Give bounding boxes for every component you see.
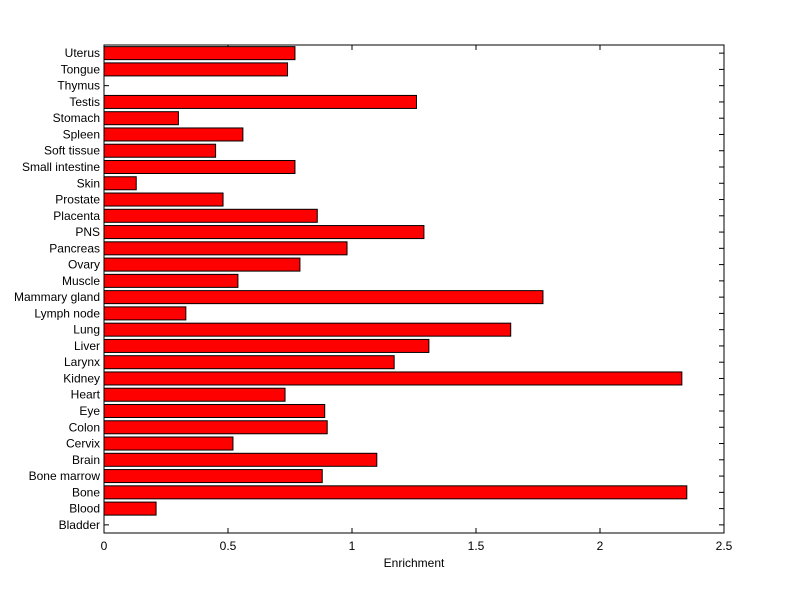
x-tick-label: 1.5 bbox=[468, 539, 485, 553]
y-tick-label: Ovary bbox=[68, 258, 100, 272]
y-tick-label: Heart bbox=[71, 388, 101, 402]
x-tick-label: 1 bbox=[349, 539, 356, 553]
bar bbox=[103, 371, 683, 386]
x-tick-label: 0.5 bbox=[220, 539, 237, 553]
y-tick-label: Soft tissue bbox=[44, 144, 100, 158]
bar bbox=[103, 403, 326, 419]
x-tick-label: 2 bbox=[597, 539, 604, 553]
bar bbox=[103, 436, 234, 451]
plot-frame bbox=[103, 44, 725, 534]
bar bbox=[103, 127, 244, 142]
y-tick-label: Bladder bbox=[59, 518, 100, 532]
bar bbox=[103, 208, 318, 223]
x-tick-label: 0 bbox=[101, 539, 108, 553]
y-tick-label: Eye bbox=[79, 404, 100, 418]
y-tick-label: Prostate bbox=[55, 193, 100, 207]
y-tick-label: Mammary gland bbox=[14, 290, 100, 304]
y-tick-label: Bone bbox=[72, 485, 100, 499]
bar bbox=[103, 485, 688, 500]
y-tick-label: Liver bbox=[74, 339, 100, 353]
bar bbox=[103, 452, 378, 467]
bar bbox=[103, 322, 512, 337]
y-tick-label: Kidney bbox=[63, 371, 100, 385]
y-tick-label: Placenta bbox=[53, 209, 100, 223]
bar bbox=[103, 501, 157, 516]
y-tick-label: Stomach bbox=[53, 111, 100, 125]
y-tick-label: Brain bbox=[72, 453, 100, 467]
bar bbox=[103, 46, 296, 61]
y-tick-label: Blood bbox=[69, 502, 100, 516]
y-tick-label: Muscle bbox=[62, 274, 100, 288]
x-axis-label: Enrichment bbox=[384, 556, 445, 570]
y-tick-label: Cervix bbox=[66, 437, 100, 451]
bar bbox=[103, 62, 289, 77]
y-tick-label: PNS bbox=[75, 225, 100, 239]
y-tick-label: Colon bbox=[69, 420, 100, 434]
y-tick-label: Uterus bbox=[65, 46, 100, 60]
y-tick-label: Pancreas bbox=[49, 241, 100, 255]
bar bbox=[103, 469, 323, 484]
y-tick-label: Lymph node bbox=[34, 306, 100, 320]
bar bbox=[103, 159, 296, 175]
y-tick-label: Bone marrow bbox=[29, 469, 101, 483]
bar bbox=[103, 176, 137, 191]
bar bbox=[103, 225, 425, 240]
bar bbox=[103, 111, 179, 126]
bar bbox=[103, 94, 417, 109]
y-tick-label: Spleen bbox=[63, 127, 100, 141]
bars-layer bbox=[103, 46, 688, 516]
bar bbox=[103, 306, 187, 321]
bar bbox=[103, 241, 348, 256]
y-tick-label: Tongue bbox=[61, 62, 101, 76]
y-tick-label: Skin bbox=[77, 176, 100, 190]
bar bbox=[103, 143, 217, 158]
bar bbox=[103, 273, 239, 288]
y-tick-label: Small intestine bbox=[22, 160, 100, 174]
bar bbox=[103, 338, 430, 353]
y-tick-label: Testis bbox=[69, 95, 100, 109]
bar bbox=[103, 420, 328, 435]
bar bbox=[103, 290, 544, 305]
bar bbox=[103, 257, 301, 272]
labels-layer: Bladder Blood Bone Bone marrow Brain Cervix Co… bbox=[14, 46, 733, 553]
y-tick-label: Thymus bbox=[57, 79, 100, 93]
bar bbox=[103, 387, 286, 402]
y-tick-label: Lung bbox=[73, 323, 100, 337]
bar bbox=[103, 355, 395, 370]
x-tick-label: 2.5 bbox=[716, 539, 733, 553]
y-tick-label: Larynx bbox=[64, 355, 100, 369]
bar bbox=[103, 192, 224, 207]
